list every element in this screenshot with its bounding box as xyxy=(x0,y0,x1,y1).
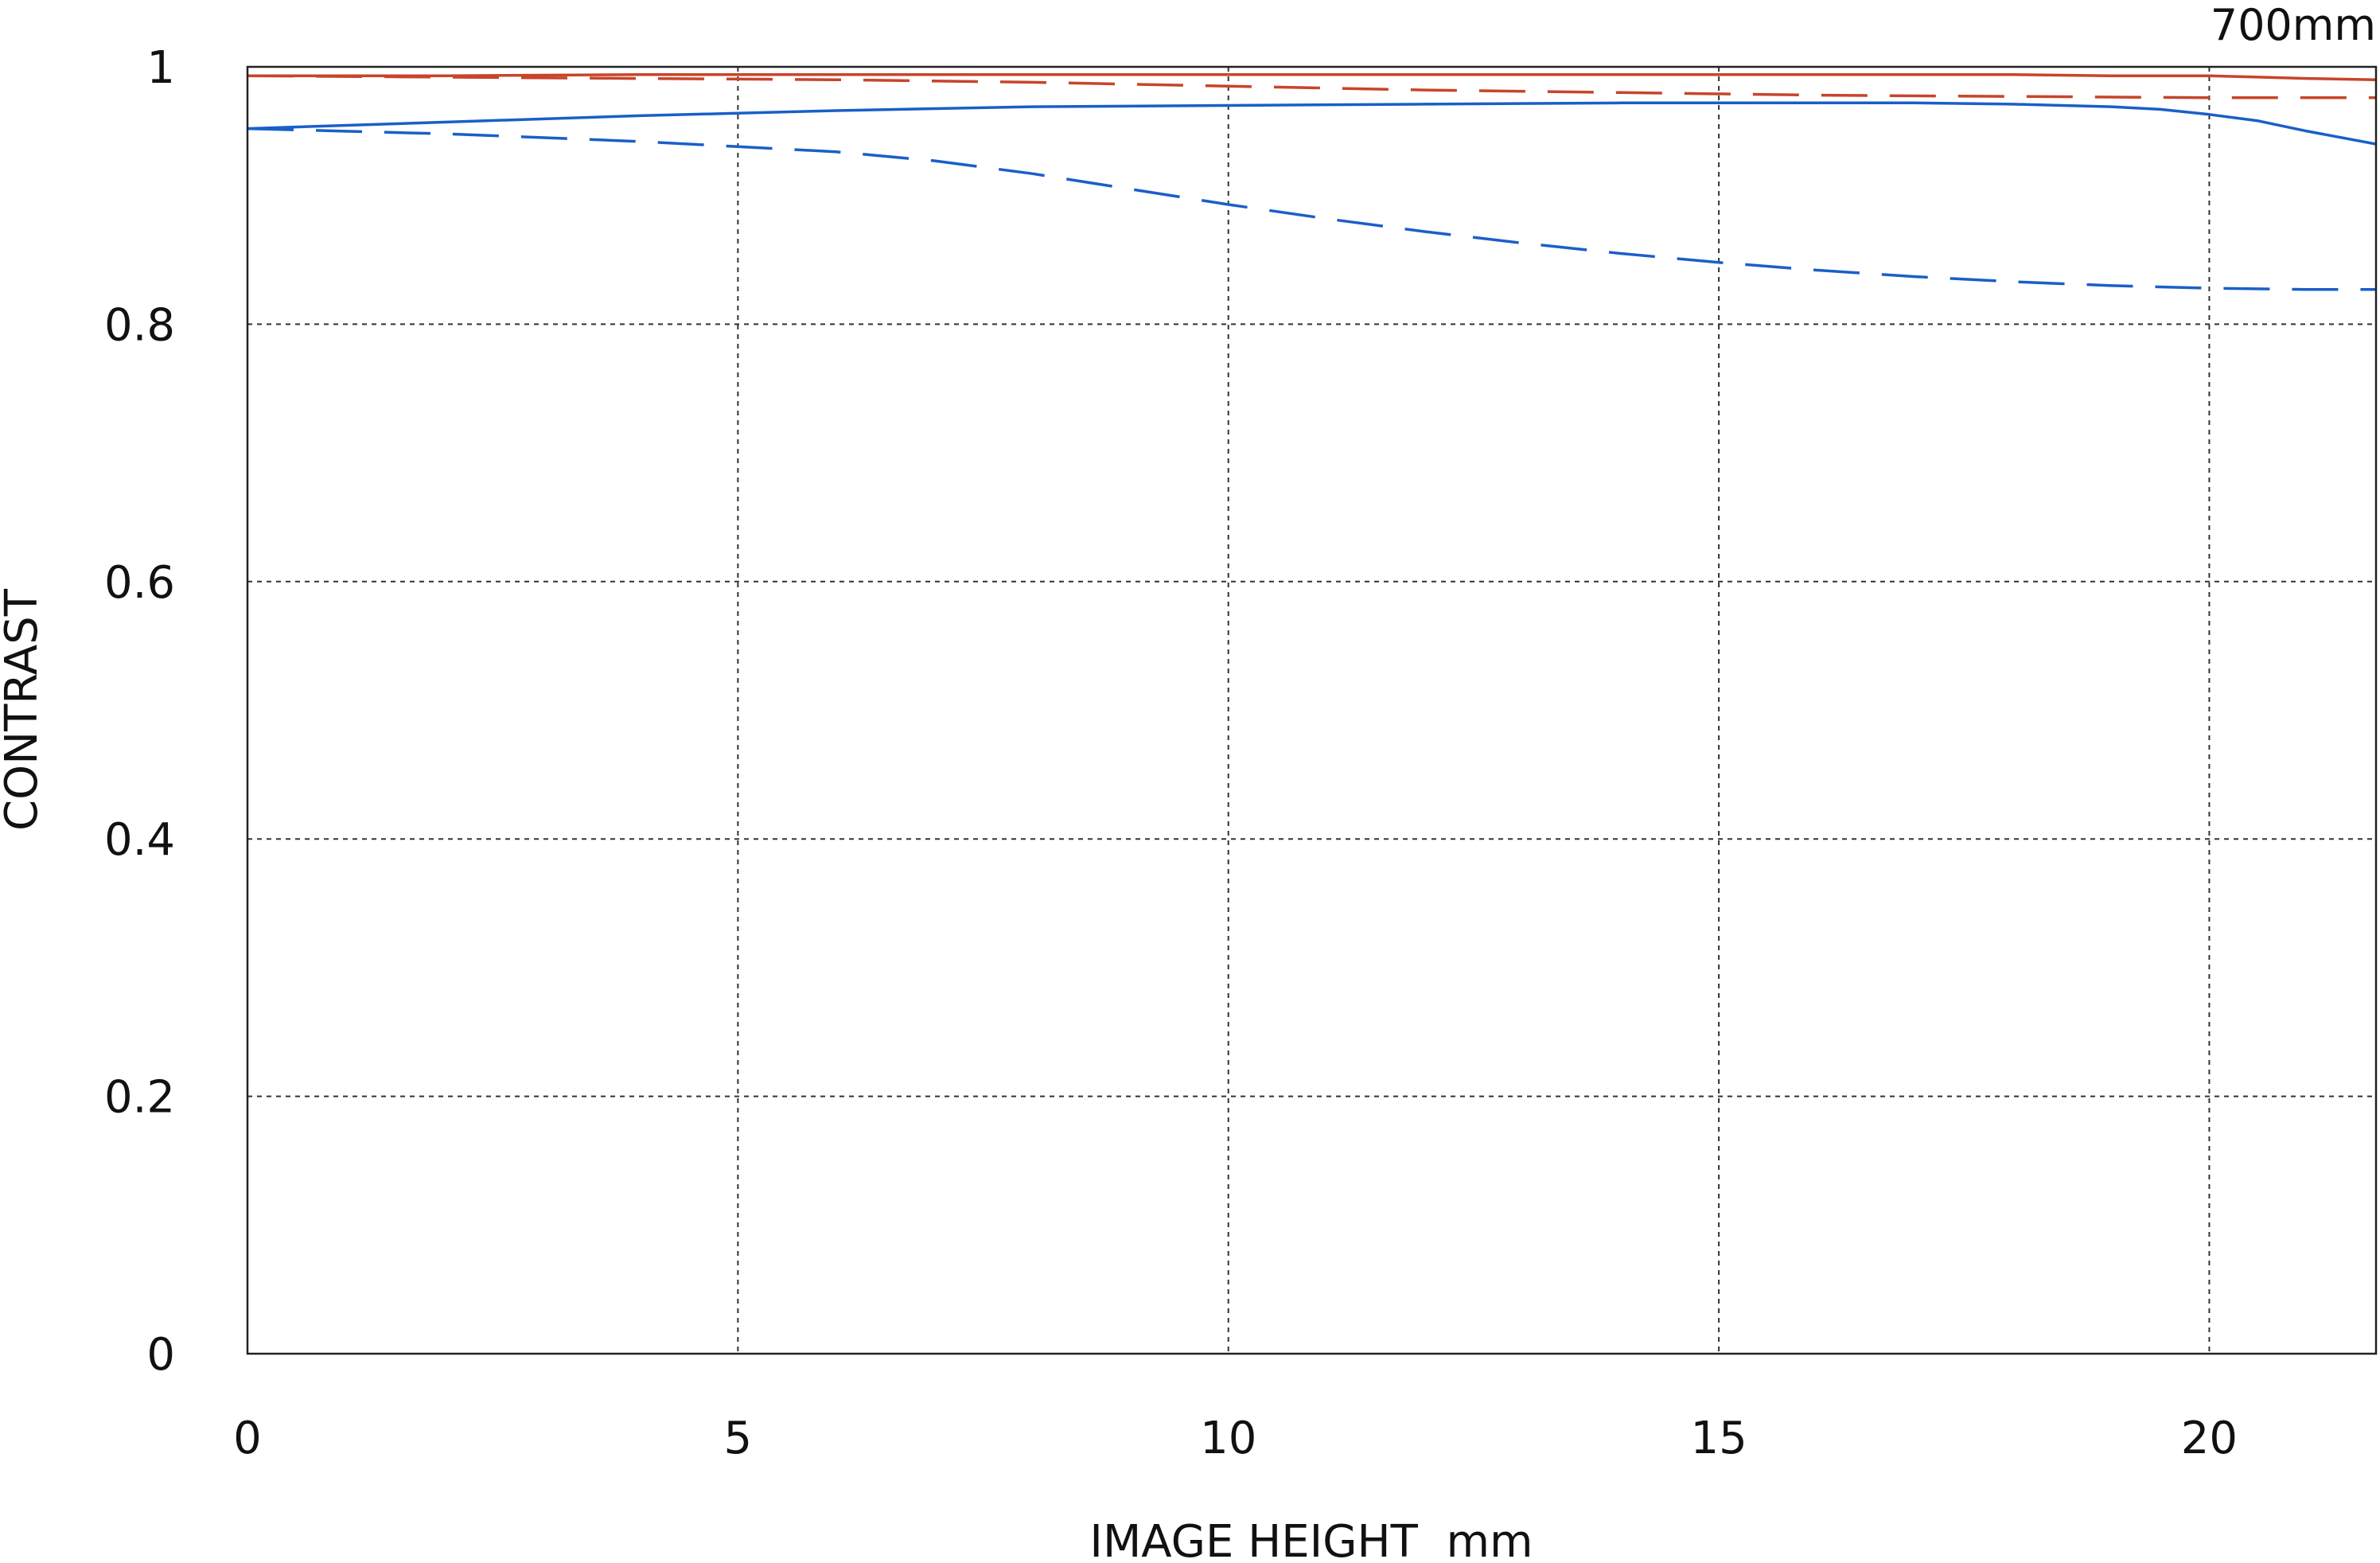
y-tick-label: 1 xyxy=(146,42,175,94)
x-tick-label: 15 xyxy=(1690,1413,1747,1464)
tick-labels: 0 5 10 15 20 0 0.2 0.4 0.6 0.8 1 xyxy=(104,42,2238,1464)
series-line-1 xyxy=(247,72,2376,81)
y-tick-label: 0.2 xyxy=(104,1072,175,1124)
x-tick-label: 0 xyxy=(233,1413,262,1464)
x-tick-label: 5 xyxy=(724,1413,753,1464)
y-tick-label: 0 xyxy=(146,1329,175,1381)
series-layer xyxy=(247,72,2376,291)
y-tick-label: 0.6 xyxy=(104,557,175,609)
x-tick-label: 20 xyxy=(2181,1413,2238,1464)
grid-lines xyxy=(247,67,2376,1354)
corner-label: 700mm xyxy=(2211,0,2376,50)
series-line-3 xyxy=(247,101,2376,146)
series-line-2 xyxy=(247,74,2376,99)
series-line-4 xyxy=(247,127,2376,291)
x-axis-title: IMAGE HEIGHT mm xyxy=(1089,1516,1533,1563)
y-tick-label: 0.8 xyxy=(104,299,175,351)
y-axis-title: CONTRAST xyxy=(0,588,48,831)
x-tick-label: 10 xyxy=(1200,1413,1256,1464)
y-tick-label: 0.4 xyxy=(104,814,175,866)
plot-frame xyxy=(246,65,2378,1355)
